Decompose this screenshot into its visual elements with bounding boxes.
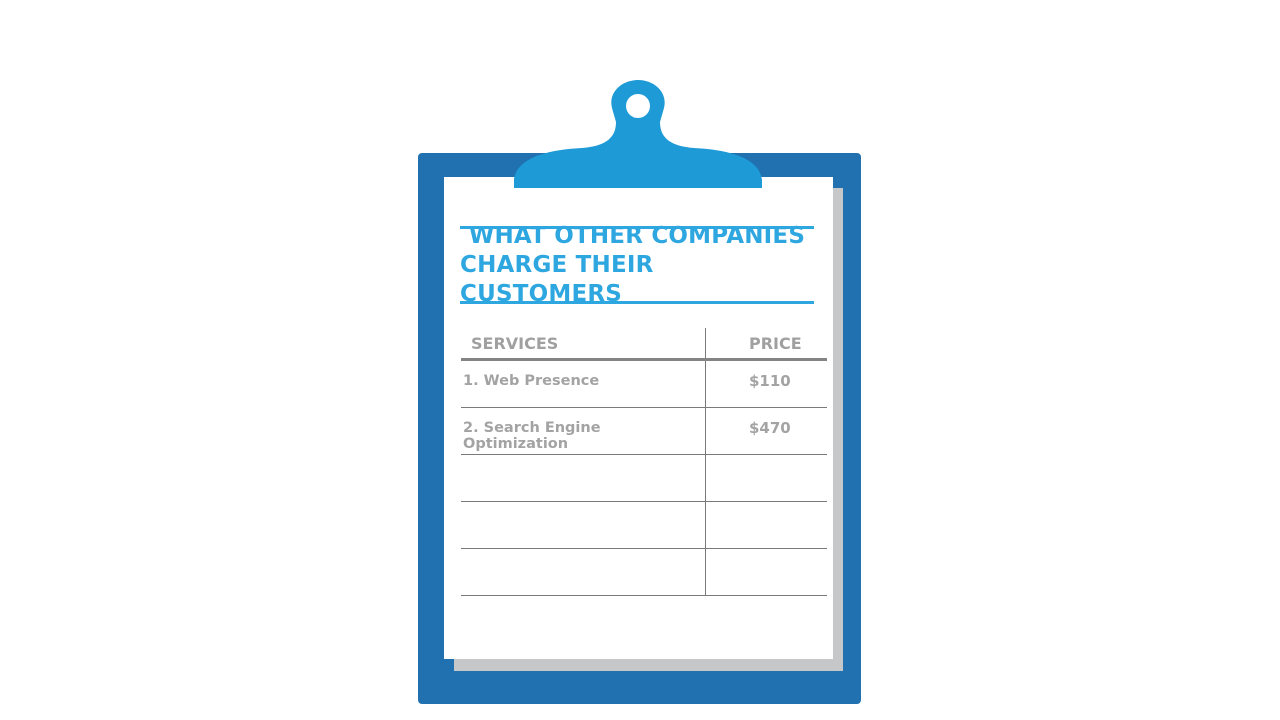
header-price: PRICE	[749, 334, 802, 353]
table-row: 2. Search Engine Optimization $470	[461, 408, 827, 455]
price-cell	[706, 455, 827, 501]
heading-line-1: WHAT OTHER COMPANIES	[468, 222, 806, 249]
table-row: 1. Web Presence $110	[461, 361, 827, 408]
paper-sheet	[444, 177, 833, 659]
service-cell	[461, 455, 706, 501]
price-cell	[706, 502, 827, 548]
clipboard-clip-icon	[514, 80, 762, 188]
price-table: SERVICES PRICE 1. Web Presence $110 2. S…	[461, 328, 827, 596]
service-cell	[461, 502, 706, 548]
heading-box: WHAT OTHER COMPANIES CHARGE THEIR CUSTOM…	[460, 223, 814, 307]
table-row	[461, 549, 827, 596]
service-cell: 2. Search Engine Optimization	[461, 408, 706, 454]
table-header: SERVICES PRICE	[461, 328, 827, 361]
clip-body	[514, 80, 762, 188]
price-cell: $470	[749, 419, 791, 437]
price-cell	[706, 549, 827, 595]
service-cell	[461, 549, 706, 595]
header-services: SERVICES	[461, 328, 706, 358]
table-row	[461, 455, 827, 502]
heading-line-2: CHARGE THEIR CUSTOMERS	[460, 251, 654, 307]
price-cell: $110	[749, 372, 791, 390]
table-row	[461, 502, 827, 549]
service-cell: 1. Web Presence	[461, 361, 706, 407]
clip-hole	[626, 94, 650, 118]
